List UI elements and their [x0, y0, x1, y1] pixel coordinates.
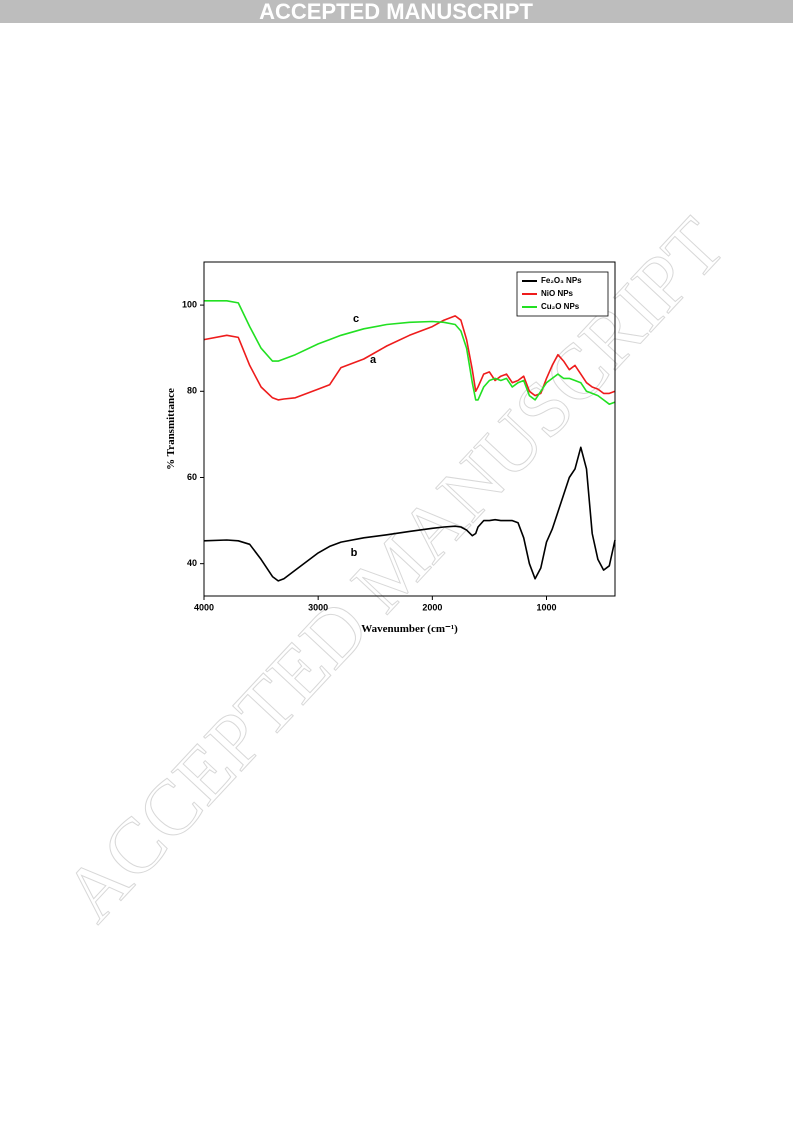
legend-label: Fe₂O₃ NPs: [541, 276, 582, 285]
y-axis-label: % Transmittance: [165, 388, 177, 470]
plot-frame: [203, 261, 616, 597]
curve-annotation: b: [351, 547, 358, 559]
banner-text: ACCEPTED MANUSCRIPT: [259, 0, 533, 24]
y-tick-label: 60: [187, 472, 197, 482]
x-tick-label: 4000: [194, 602, 214, 612]
watermark: ACCEPTED MANUSCRIPT: [46, 201, 741, 937]
y-tick-label: 80: [187, 386, 197, 396]
y-tick-label: 100: [182, 299, 197, 309]
x-tick-label: 2000: [422, 602, 442, 612]
legend-label: Cu₂O NPs: [541, 302, 580, 311]
y-tick-label: 40: [187, 558, 197, 568]
plot: 4000 3000 2000 1000 40 60 80 100 Wavenumber (cm⁻…: [165, 261, 616, 635]
curve-annotation: a: [370, 354, 377, 366]
series-line: [203, 446, 616, 582]
legend-label: NiO NPs: [541, 289, 574, 298]
x-axis-label: Wavenumber (cm⁻¹): [361, 623, 458, 635]
x-tick-label: 3000: [308, 602, 328, 612]
series-line: [204, 300, 616, 405]
series-line: [203, 315, 616, 401]
x-tick-label: 1000: [536, 602, 556, 612]
curve-annotation: c: [353, 313, 359, 325]
banner-bar: [0, 0, 793, 23]
